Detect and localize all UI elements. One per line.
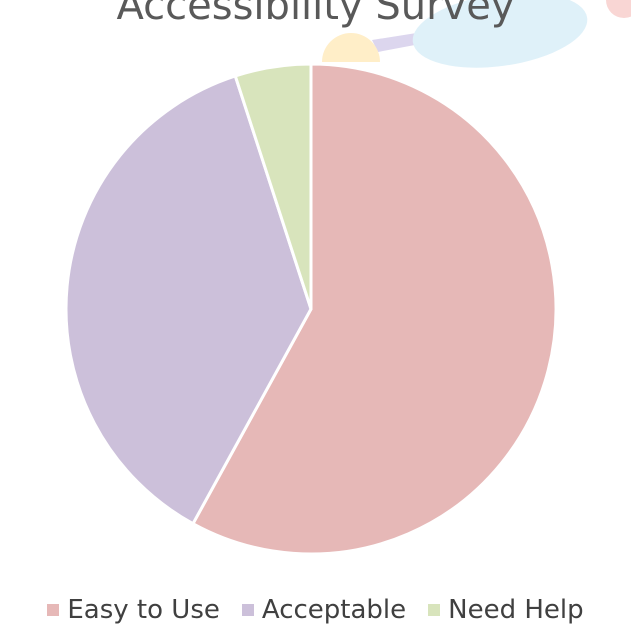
legend-swatch bbox=[428, 604, 441, 616]
legend-label: Easy to Use bbox=[67, 595, 220, 625]
sun-shape bbox=[322, 33, 380, 62]
pie-slice-acceptable bbox=[64, 74, 313, 526]
corner-blob bbox=[606, 0, 631, 18]
legend-item-need-help: Need Help bbox=[428, 595, 584, 625]
legend-item-acceptable: Acceptable bbox=[241, 595, 407, 625]
legend-label: Need Help bbox=[448, 595, 584, 625]
cloud-shape bbox=[412, 0, 588, 68]
chart-legend: Easy to Use Acceptable Need Help bbox=[0, 590, 631, 630]
legend-swatch bbox=[47, 604, 60, 616]
legend-item-easy-to-use: Easy to Use bbox=[47, 595, 220, 625]
pie-slice-easy-to-use bbox=[191, 62, 558, 556]
chart-title: Accessibility Survey bbox=[116, 0, 515, 29]
legend-swatch bbox=[241, 604, 254, 616]
pie-slice-need-help bbox=[233, 62, 313, 311]
legend-label: Acceptable bbox=[261, 595, 407, 625]
